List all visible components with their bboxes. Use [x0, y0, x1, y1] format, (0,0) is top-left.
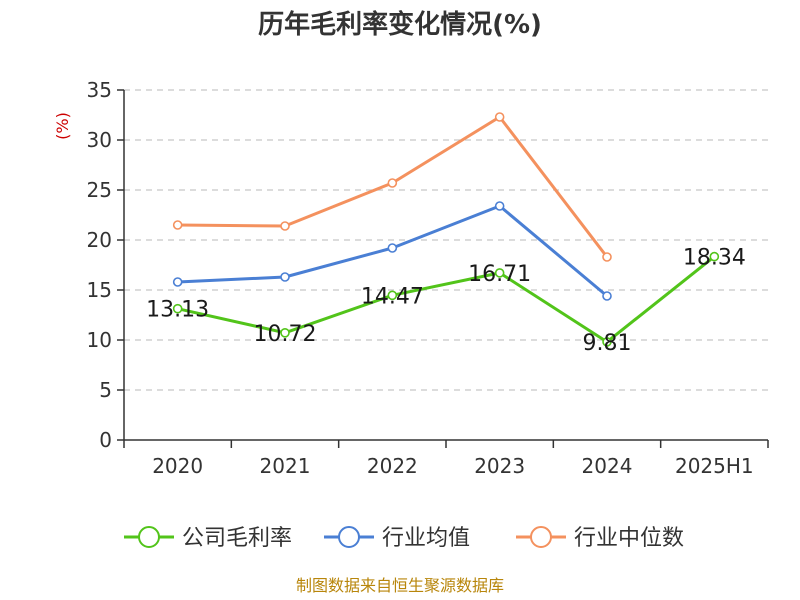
data-point	[387, 243, 398, 253]
legend-label: 行业中位数	[574, 526, 684, 551]
data-point	[602, 337, 612, 347]
data-point	[172, 220, 183, 230]
data-labels: 13.13 10.72 14.47 16.71 9.81 18.34	[146, 246, 746, 356]
y-tick-label: 10	[87, 328, 112, 352]
y-tick-label: 25	[87, 178, 112, 202]
data-point	[494, 268, 505, 278]
data-point	[280, 272, 290, 282]
data-point	[494, 201, 505, 211]
data-point	[172, 303, 183, 314]
y-tick-label: 5	[99, 378, 112, 402]
data-label: 18.34	[683, 246, 746, 271]
x-tick-label: 2024	[582, 454, 633, 478]
data-point	[387, 178, 398, 188]
y-tick-label: 0	[99, 428, 112, 452]
data-point	[602, 252, 612, 262]
x-tick-label: 2021	[260, 454, 311, 478]
x-tick-label: 2022	[367, 454, 418, 478]
series-line	[177, 255, 716, 344]
legend-swatch-marker	[138, 526, 160, 548]
legend-swatch-marker	[338, 526, 360, 548]
legend-swatch-marker	[530, 526, 552, 548]
x-tick-label: 2023	[474, 454, 525, 478]
data-point	[387, 290, 398, 301]
source-note: 制图数据来自恒生聚源数据库	[296, 576, 504, 595]
data-point	[494, 112, 505, 122]
data-label: 13.13	[146, 298, 209, 323]
legend: 公司毛利率 行业均值 行业中位数	[124, 526, 684, 551]
data-label: 14.47	[361, 284, 424, 309]
axes: 0 5 10 15 20 25 30 35 2020 2021 2022 2023 2024 2025H1	[87, 78, 769, 478]
y-tick-label: 35	[87, 78, 112, 102]
data-point	[709, 251, 720, 262]
x-tick-label: 2025H1	[675, 454, 754, 478]
grid-lines	[124, 89, 768, 391]
y-tick-label: 20	[87, 228, 112, 252]
data-label: 10.72	[254, 322, 317, 347]
data-point	[280, 327, 290, 338]
data-point	[602, 291, 612, 301]
data-point	[172, 277, 183, 287]
data-label: 9.81	[583, 331, 632, 356]
legend-label: 公司毛利率	[182, 526, 292, 551]
chart-title: 历年毛利率变化情况(%)	[258, 9, 542, 40]
y-axis-unit: (%)	[53, 112, 72, 140]
y-tick-label: 15	[87, 278, 112, 302]
series-group	[172, 112, 720, 347]
data-point	[280, 221, 290, 231]
y-tick-label: 30	[87, 128, 112, 152]
data-label: 16.71	[468, 262, 531, 287]
legend-label: 行业均值	[382, 526, 470, 551]
x-tick-label: 2020	[152, 454, 203, 478]
